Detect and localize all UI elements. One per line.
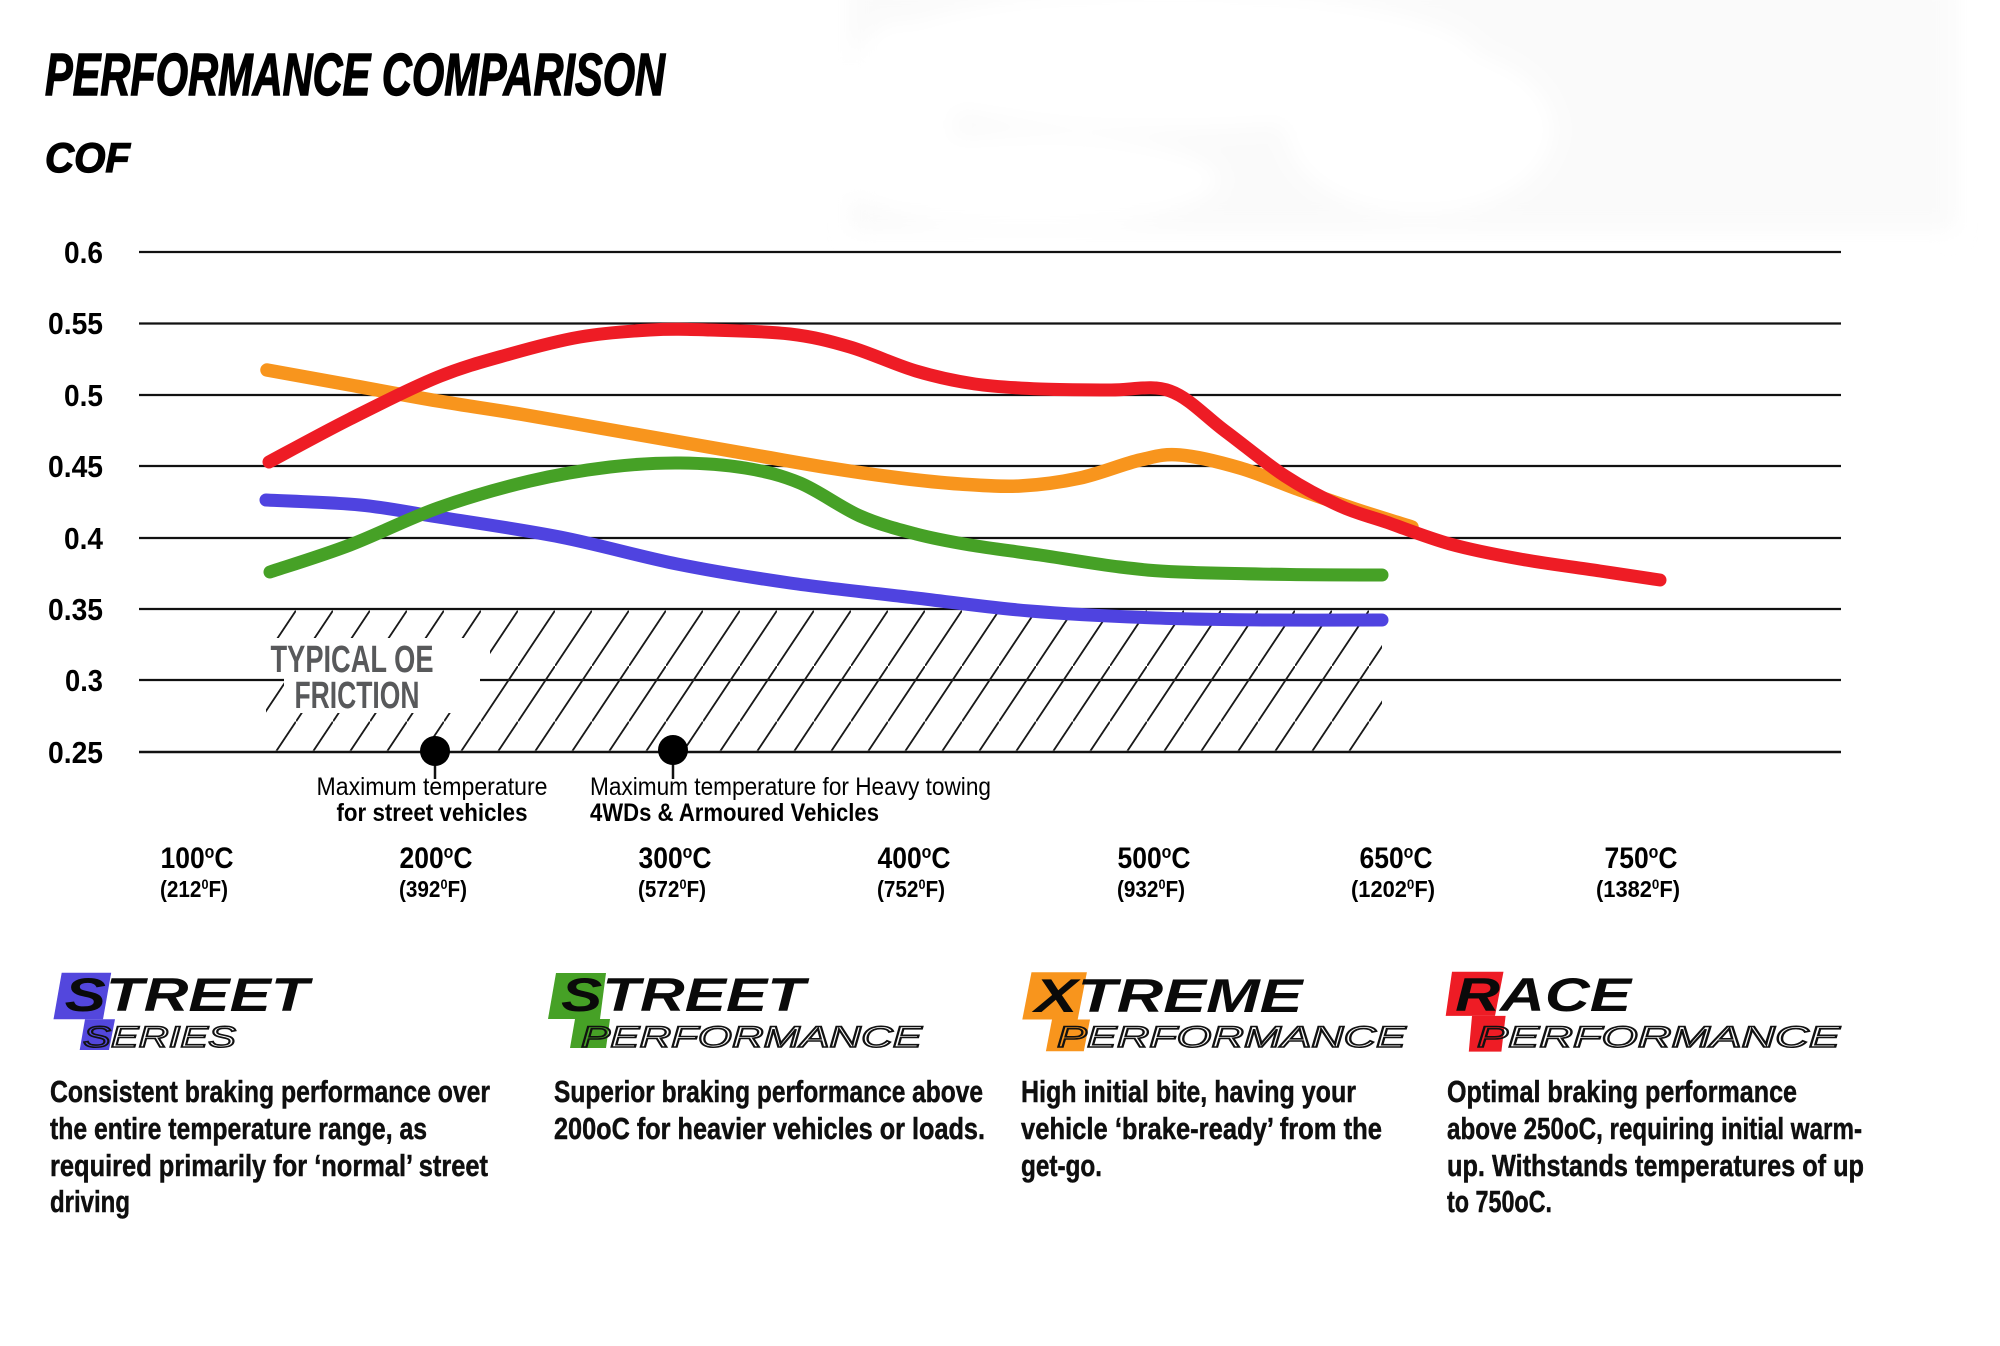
- svg-text:Superior braking performance a: Superior braking performance above: [554, 1074, 983, 1109]
- svg-text:XTREME: XTREME: [1030, 969, 1304, 1022]
- svg-text:400oC: 400oC: [878, 842, 951, 875]
- svg-text:for street vehicles: for street vehicles: [337, 799, 528, 827]
- svg-text:0.25: 0.25: [48, 735, 103, 770]
- svg-text:FRICTION: FRICTION: [295, 675, 420, 717]
- svg-text:(12020F): (12020F): [1351, 876, 1435, 902]
- svg-text:to 750oC.: to 750oC.: [1447, 1184, 1552, 1219]
- svg-text:(3920F): (3920F): [399, 876, 467, 902]
- svg-text:STREET: STREET: [561, 968, 811, 1021]
- svg-text:driving: driving: [50, 1184, 130, 1219]
- svg-text:(9320F): (9320F): [1117, 876, 1185, 902]
- svg-text:(5720F): (5720F): [638, 876, 706, 902]
- svg-text:200oC: 200oC: [400, 842, 473, 875]
- svg-text:the entire temperature range,: the entire temperature range, as: [50, 1111, 427, 1146]
- svg-text:High initial bite, having your: High initial bite, having your: [1021, 1074, 1356, 1109]
- svg-text:COF: COF: [45, 134, 131, 181]
- svg-text:PERFORMANCE: PERFORMANCE: [581, 1021, 923, 1054]
- svg-text:500oC: 500oC: [1118, 842, 1191, 875]
- svg-text:required primarily for ‘normal: required primarily for ‘normal’ street: [50, 1148, 488, 1183]
- svg-text:750oC: 750oC: [1605, 842, 1678, 875]
- svg-text:get-go.: get-go.: [1021, 1148, 1102, 1183]
- svg-text:above 250oC, requiring initial: above 250oC, requiring initial warm-: [1447, 1111, 1862, 1146]
- svg-text:PERFORMANCE: PERFORMANCE: [1477, 1021, 1842, 1054]
- svg-text:100oC: 100oC: [161, 842, 234, 875]
- svg-text:(2120F): (2120F): [160, 876, 228, 902]
- svg-text:vehicle ‘brake-ready’ from the: vehicle ‘brake-ready’ from the: [1021, 1111, 1382, 1146]
- svg-text:Optimal braking performance: Optimal braking performance: [1447, 1074, 1797, 1109]
- svg-text:(13820F): (13820F): [1596, 876, 1680, 902]
- svg-text:TYPICAL OE: TYPICAL OE: [271, 639, 434, 681]
- svg-text:200oC for heavier vehicles or: 200oC for heavier vehicles or loads.: [554, 1111, 985, 1146]
- svg-text:0.3: 0.3: [65, 663, 103, 698]
- svg-text:(7520F): (7520F): [877, 876, 945, 902]
- svg-text:0.5: 0.5: [64, 378, 103, 413]
- svg-text:0.35: 0.35: [48, 592, 103, 627]
- svg-text:PERFORMANCE: PERFORMANCE: [1057, 1021, 1407, 1054]
- svg-text:300oC: 300oC: [639, 842, 712, 875]
- svg-text:0.45: 0.45: [48, 449, 103, 484]
- svg-text:Consistent braking performance: Consistent braking performance over: [50, 1074, 490, 1109]
- svg-text:Maximum temperature: Maximum temperature: [317, 773, 548, 801]
- svg-text:RACE: RACE: [1455, 968, 1633, 1021]
- svg-text:Maximum temperature for Heavy: Maximum temperature for Heavy towing: [590, 773, 991, 801]
- svg-text:up. Withstands temperatures of: up. Withstands temperatures of up: [1447, 1148, 1864, 1183]
- svg-text:PERFORMANCE COMPARISON: PERFORMANCE COMPARISON: [45, 42, 666, 108]
- svg-text:0.4: 0.4: [64, 521, 104, 556]
- svg-text:SERIES: SERIES: [83, 1021, 236, 1054]
- svg-text:4WDs & Armoured Vehicles: 4WDs & Armoured Vehicles: [590, 799, 879, 827]
- svg-text:0.6: 0.6: [64, 235, 103, 270]
- svg-text:0.55: 0.55: [48, 306, 103, 341]
- svg-text:STREET: STREET: [65, 968, 315, 1021]
- svg-text:650oC: 650oC: [1360, 842, 1433, 875]
